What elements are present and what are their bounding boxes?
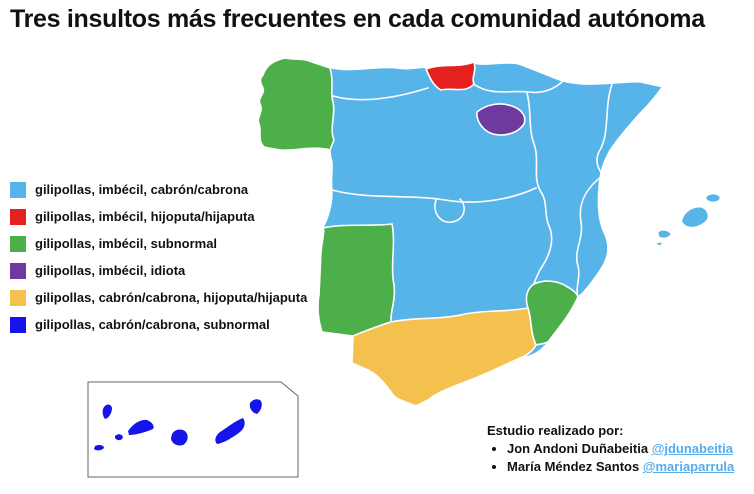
region-galicia (257, 57, 335, 151)
legend-swatch-blue (10, 316, 26, 333)
border-aragon-west (533, 143, 550, 227)
island-la-gomera (115, 434, 123, 441)
author-handle-link[interactable]: @jdunabeitia (651, 441, 733, 456)
legend-item: gilipollas, imbécil, cabrón/cabrona (10, 176, 307, 203)
border-basque-south (474, 81, 563, 94)
border-navarra-west (526, 92, 535, 145)
region-cantabria (424, 60, 476, 91)
region-extremadura (317, 223, 396, 337)
region-murcia (525, 280, 579, 346)
region-andalucia (351, 307, 537, 407)
island-tenerife (128, 419, 154, 435)
legend-label: gilipollas, cabrón/cabrona, hijoputa/hij… (35, 290, 308, 305)
border-clm-southeast (533, 225, 553, 285)
legend-swatch-green (10, 235, 26, 252)
legend-swatch-sky-blue (10, 181, 26, 198)
legend-item: gilipollas, cabrón/cabrona, subnormal (10, 311, 307, 338)
legend-item: gilipollas, imbécil, subnormal (10, 230, 307, 257)
border-castillaleon-south (331, 187, 537, 203)
legend-swatch-purple (10, 262, 26, 279)
credits-heading: Estudio realizado por: (487, 423, 624, 438)
credit-author: María Méndez Santos @mariaparrula (507, 459, 734, 474)
legend-swatch-red (10, 208, 26, 225)
author-name: Jon Andoni Duñabeitia (507, 441, 652, 456)
island-fuerteventura (215, 418, 245, 444)
legend-label: gilipollas, imbécil, subnormal (35, 236, 218, 251)
border-asturias-south (332, 87, 429, 101)
island-menorca (705, 193, 721, 203)
community-borders (331, 81, 613, 297)
island-lanzarote (249, 399, 262, 414)
legend-label: gilipollas, imbécil, cabrón/cabrona (35, 182, 249, 197)
island-el-hierro (94, 444, 104, 451)
legend-label: gilipollas, imbécil, idiota (35, 263, 186, 278)
legend-label: gilipollas, imbécil, hijoputa/hijaputa (35, 209, 255, 224)
page-title: Tres insultos más frecuentes en cada com… (10, 5, 705, 33)
author-name: María Méndez Santos (507, 459, 643, 474)
region-la-rioja (476, 103, 526, 136)
legend: gilipollas, imbécil, cabrón/cabrona gili… (10, 176, 307, 338)
legend-item: gilipollas, cabrón/cabrona, hijoputa/hij… (10, 284, 307, 311)
canary-inset-frame (87, 381, 299, 478)
credits: Estudio realizado por: Jon Andoni Duñabe… (487, 423, 734, 477)
region-canarias (94, 399, 262, 451)
border-madrid (434, 198, 465, 223)
credit-author: Jon Andoni Duñabeitia @jdunabeitia (507, 441, 734, 456)
credits-list: Jon Andoni Duñabeitia @jdunabeitia María… (487, 441, 734, 474)
legend-item: gilipollas, imbécil, hijoputa/hijaputa (10, 203, 307, 230)
border-cataluna-west (596, 83, 613, 175)
island-formentera (653, 241, 664, 247)
region-baleares (653, 193, 721, 247)
author-handle-link[interactable]: @mariaparrula (642, 459, 735, 474)
island-mallorca (681, 206, 709, 228)
border-valencia-inland (575, 175, 603, 297)
island-la-palma (102, 404, 112, 419)
legend-label: gilipollas, cabrón/cabrona, subnormal (35, 317, 270, 332)
island-gran-canaria (171, 429, 188, 446)
legend-item: gilipollas, imbécil, idiota (10, 257, 307, 284)
legend-swatch-yellow (10, 289, 26, 306)
island-ibiza (657, 229, 672, 239)
